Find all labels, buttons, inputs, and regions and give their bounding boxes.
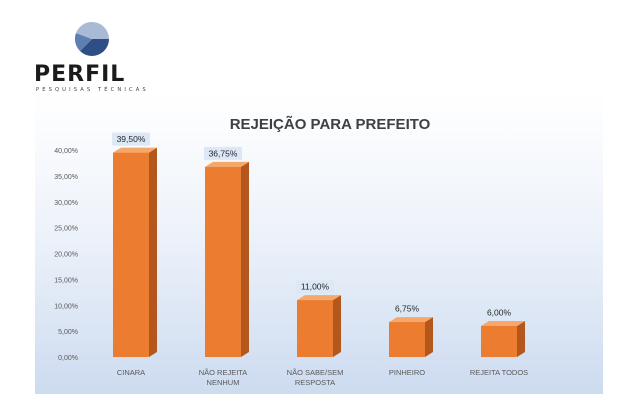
x-tick-label: NÃO REJEITA: [199, 368, 248, 377]
data-label-box: [480, 305, 518, 319]
bar-chart: REJEIÇÃO PARA PREFEITO 0,00% 5,00% 10,00% 1…: [54, 115, 528, 387]
x-tick-label: RESPOSTA: [295, 378, 335, 387]
perfil-logo: PERFIL PESQUISAS TÉCNICAS: [34, 18, 154, 93]
logo-tagline: PESQUISAS TÉCNICAS: [36, 87, 149, 93]
data-label: 11,00%: [301, 282, 330, 292]
x-tick-label: CINARA: [117, 368, 145, 377]
data-label: 36,75%: [209, 148, 238, 158]
bar: [205, 166, 241, 357]
data-label: 39,50%: [117, 134, 146, 144]
y-tick-label: 20,00%: [54, 252, 78, 259]
pie-logo-icon: [74, 21, 109, 56]
y-tick-label: 15,00%: [54, 277, 78, 284]
y-tick-label: 5,00%: [58, 329, 78, 336]
bar-side: [241, 161, 249, 357]
logo-wordmark: PERFIL: [34, 62, 126, 87]
chart-title: REJEIÇÃO PARA PREFEITO: [230, 115, 431, 133]
bar-top: [481, 320, 525, 326]
y-tick-label: 10,00%: [54, 303, 78, 310]
chart-panel: REJEIÇÃO PARA PREFEITO 0,00% 5,00% 10,00% 1…: [35, 92, 603, 394]
data-label-box: [296, 280, 334, 294]
y-tick-label: 40,00%: [54, 148, 78, 155]
bar-top: [205, 161, 249, 167]
bar-top: [389, 317, 433, 323]
bar: [389, 322, 425, 357]
x-tick-label: NENHUM: [207, 378, 240, 387]
data-label: 6,00%: [487, 307, 512, 317]
x-tick-label: NÃO SABE/SEM: [287, 368, 344, 377]
data-label-box: [388, 302, 426, 316]
bar-side: [333, 295, 341, 357]
y-axis: 0,00% 5,00% 10,00% 15,00% 20,00% 25,00% 30,00%…: [54, 148, 78, 362]
data-label-box: [204, 146, 242, 160]
bar: [113, 152, 149, 357]
data-label: 6,75%: [395, 304, 420, 314]
bar-side: [425, 317, 433, 357]
y-tick-label: 30,00%: [54, 200, 78, 207]
x-tick-label: PINHEIRO: [389, 368, 425, 377]
y-tick-label: 35,00%: [54, 174, 78, 181]
x-tick-label: REJEITA TODOS: [470, 368, 528, 377]
bar: [297, 300, 333, 357]
bar-side: [517, 320, 525, 357]
y-tick-label: 0,00%: [58, 355, 78, 362]
bar-top: [113, 147, 157, 153]
data-label-box: [112, 132, 150, 146]
y-tick-label: 25,00%: [54, 226, 78, 233]
bar-side: [149, 147, 157, 357]
bar-top: [297, 295, 341, 301]
bars: 39,50% 36,75% 11,00% 6,75% 6,00%: [112, 132, 525, 357]
bar: [481, 325, 517, 357]
